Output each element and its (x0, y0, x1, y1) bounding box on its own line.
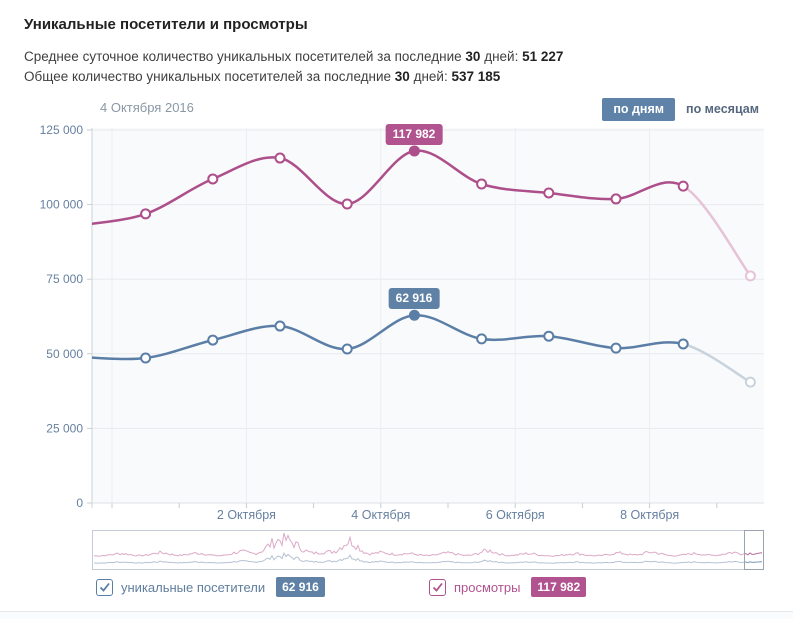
avg-visitors-days: 30 (465, 49, 481, 64)
plot-area (92, 128, 764, 503)
views-point[interactable] (610, 193, 622, 205)
page-footer-divider (0, 611, 793, 619)
visitors-point[interactable] (610, 342, 622, 354)
views-point[interactable] (677, 180, 689, 192)
visitors-point[interactable] (476, 333, 488, 345)
visitors-point[interactable] (140, 352, 152, 364)
visitors-tooltip: 62 916 (388, 288, 440, 309)
avg-visitors-line: Среднее суточное количество уникальных п… (24, 49, 563, 64)
views-point-partial[interactable] (744, 270, 756, 282)
x-axis-labels: 2 Октября 4 Октября 6 Октября 8 Октября (217, 508, 679, 522)
legend-item-views[interactable]: просмотры 117 982 (429, 577, 587, 597)
views-tooltip: 117 982 (385, 124, 443, 145)
views-point[interactable] (207, 173, 219, 185)
visitors-point[interactable] (207, 334, 219, 346)
x-tick-label: 8 Октября (620, 508, 679, 522)
period-toggle: по дням по месяцам (602, 98, 770, 121)
checkmark-icon (432, 582, 443, 592)
page-title: Уникальные посетители и просмотры (24, 16, 308, 33)
views-checkbox[interactable] (429, 578, 446, 596)
y-tick-label: 125 000 (40, 123, 84, 137)
x-tick-label: 2 Октября (217, 508, 276, 522)
visitors-views-chart: 0 25 000 50 000 75 000 100 000 125 000 2 Октяб… (40, 123, 764, 570)
minimap-frame (92, 530, 764, 570)
tab-by-months[interactable]: по месяцам (675, 98, 770, 121)
total-visitors-line: Общее количество уникальных посетителей … (24, 69, 500, 84)
y-tick-label: 100 000 (40, 198, 84, 212)
views-sparkline (93, 532, 763, 557)
chart-gridlines (87, 128, 764, 508)
x-tick-label: 6 Октября (486, 508, 545, 522)
legend-item-visitors[interactable]: уникальные посетители 62 916 (96, 577, 325, 597)
views-line (92, 145, 756, 282)
total-visitors-mid: дней: (409, 69, 452, 84)
visitors-point[interactable] (341, 343, 353, 355)
y-tick-label: 50 000 (46, 347, 83, 361)
views-point[interactable] (341, 198, 353, 210)
tab-by-days[interactable]: по дням (602, 98, 676, 121)
minimap-selection[interactable] (744, 530, 764, 570)
legend-label-visitors: уникальные посетители (121, 579, 266, 595)
visitors-point-partial[interactable] (744, 376, 756, 388)
views-point[interactable] (140, 208, 152, 220)
views-point[interactable] (543, 187, 555, 199)
total-visitors-text: Общее количество уникальных посетителей … (24, 69, 395, 84)
y-tick-label: 25 000 (46, 421, 83, 435)
visitors-point-selected[interactable] (408, 309, 420, 321)
avg-visitors-value: 51 227 (522, 49, 564, 64)
total-visitors-days: 30 (394, 69, 410, 84)
visitors-checkbox[interactable] (96, 578, 113, 596)
avg-visitors-mid: дней: (480, 49, 523, 64)
legend-label-views: просмотры (454, 579, 521, 595)
views-point[interactable] (274, 152, 286, 164)
visitors-point[interactable] (543, 330, 555, 342)
y-tick-label: 75 000 (46, 272, 83, 286)
visitors-point[interactable] (677, 338, 689, 350)
views-point[interactable] (476, 178, 488, 190)
hovered-date-label: 4 Октября 2016 (100, 100, 194, 115)
legend-value-views: 117 982 (531, 577, 587, 597)
visitors-line (92, 309, 756, 388)
y-axis-labels: 0 25 000 50 000 75 000 100 000 125 000 (40, 123, 84, 510)
total-visitors-value: 537 185 (451, 69, 501, 84)
checkmark-icon (99, 582, 110, 592)
views-point-selected[interactable] (408, 145, 420, 157)
x-tick-label: 4 Октября (351, 508, 410, 522)
y-tick-label: 0 (76, 496, 83, 510)
visitors-point[interactable] (274, 320, 286, 332)
visitors-sparkline (94, 552, 763, 564)
legend-value-visitors: 62 916 (276, 577, 325, 597)
minimap[interactable] (92, 530, 764, 570)
chart-legend: уникальные посетители 62 916 просмотры 1… (0, 577, 793, 603)
avg-visitors-text: Среднее суточное количество уникальных п… (24, 49, 466, 64)
